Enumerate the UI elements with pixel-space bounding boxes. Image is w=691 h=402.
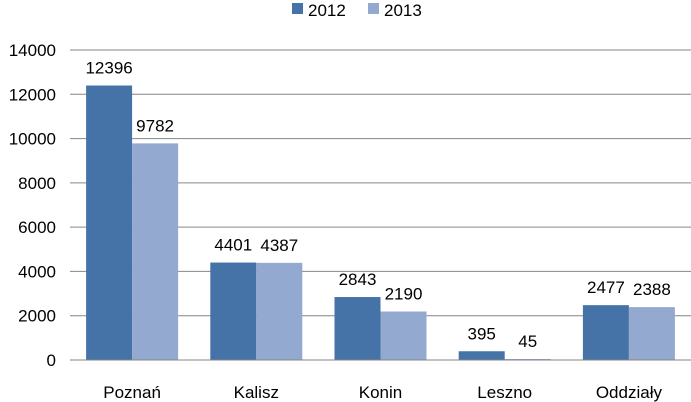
legend-label-2012: 2012 <box>308 1 346 20</box>
bar-2013 <box>628 307 675 360</box>
y-tick-label: 0 <box>47 351 56 370</box>
y-tick-label: 2000 <box>18 307 56 326</box>
bar-2012 <box>210 262 257 360</box>
x-category-label: Poznań <box>103 383 161 402</box>
y-tick-label: 14000 <box>9 41 56 60</box>
bar-2012 <box>86 85 133 360</box>
y-axis-ticks: 0 2000 4000 6000 8000 10000 12000 14000 <box>9 41 56 370</box>
bars <box>86 85 675 360</box>
legend-swatch-2012 <box>292 3 303 14</box>
data-label-2013: 4387 <box>260 236 298 255</box>
y-tick-label: 8000 <box>18 174 56 193</box>
bar-2013 <box>256 262 303 360</box>
data-label-2012: 4401 <box>214 236 252 255</box>
x-category-label: Kalisz <box>234 383 279 402</box>
data-label-2012: 12396 <box>85 59 132 78</box>
x-category-label: Leszno <box>477 383 532 402</box>
y-tick-label: 4000 <box>18 262 56 281</box>
x-category-label: Konin <box>359 383 402 402</box>
legend-swatch-2013 <box>368 3 379 14</box>
data-label-2013: 2388 <box>633 280 671 299</box>
x-category-label: Oddziały <box>596 383 663 402</box>
data-label-2012: 395 <box>468 324 496 343</box>
bar-2012 <box>582 305 629 360</box>
bar-2012 <box>334 297 381 360</box>
data-label-2012: 2477 <box>587 278 625 297</box>
bar-2013 <box>380 311 427 360</box>
data-label-2013: 2190 <box>385 285 423 304</box>
y-tick-label: 12000 <box>9 85 56 104</box>
data-label-2012: 2843 <box>339 270 377 289</box>
data-label-2013: 9782 <box>136 116 174 135</box>
x-axis-categories: Poznań Kalisz Konin Leszno Oddziały <box>103 383 662 402</box>
bar-2013 <box>132 143 179 360</box>
y-tick-label: 10000 <box>9 130 56 149</box>
y-tick-label: 6000 <box>18 218 56 237</box>
data-labels: 12396 9782 4401 4387 2843 2190 395 45 2477 2388 <box>85 59 670 351</box>
legend: 2012 2013 <box>292 1 422 20</box>
data-label-2013: 45 <box>518 332 537 351</box>
bar-2012 <box>458 351 505 360</box>
legend-label-2013: 2013 <box>384 1 422 20</box>
